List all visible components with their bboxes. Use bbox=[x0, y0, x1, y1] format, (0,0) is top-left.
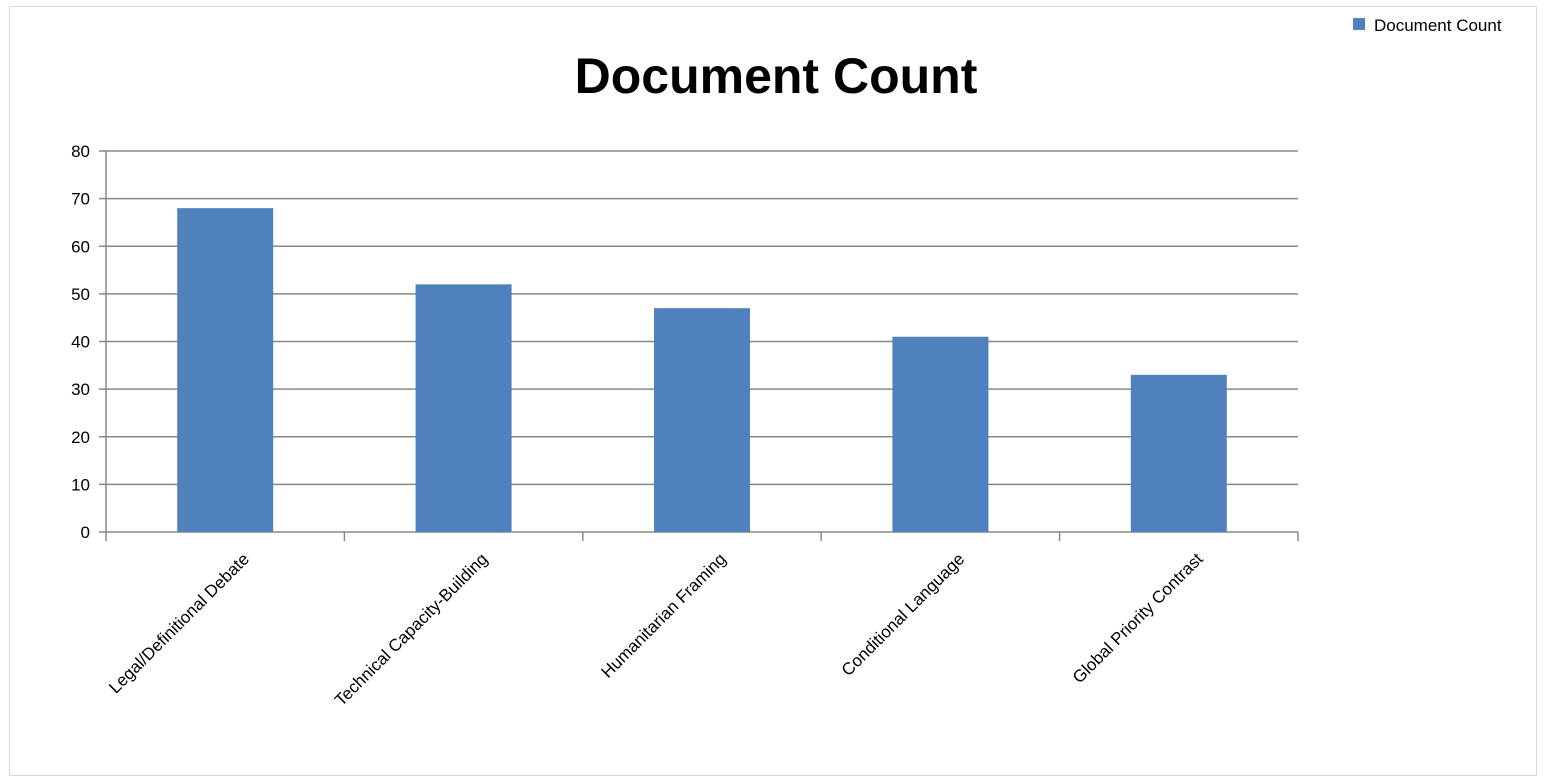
legend-swatch bbox=[1353, 18, 1365, 30]
y-tick-label: 20 bbox=[71, 428, 90, 447]
x-tick-labels: Legal/Definitional Debate Technical Capac… bbox=[105, 549, 1207, 710]
legend-label: Document Count bbox=[1374, 16, 1502, 35]
y-tick-label: 40 bbox=[71, 333, 90, 352]
bars bbox=[177, 208, 1227, 532]
y-tick-label: 60 bbox=[71, 237, 90, 256]
bar bbox=[654, 308, 750, 532]
bar bbox=[1130, 374, 1227, 532]
y-tick-label: 50 bbox=[71, 285, 90, 304]
y-tick-label: 80 bbox=[71, 142, 90, 161]
x-tick-label: Humanitarian Framing bbox=[597, 549, 729, 681]
x-tick-label: Legal/Definitional Debate bbox=[105, 549, 253, 697]
x-tick-label: Technical Capacity-Building bbox=[331, 549, 491, 709]
gridlines bbox=[106, 150, 1298, 486]
y-tick-label: 10 bbox=[71, 475, 90, 494]
y-tick-label: 30 bbox=[71, 380, 90, 399]
bar bbox=[177, 208, 274, 532]
y-tick-labels: 0 10 20 30 40 50 60 70 80 bbox=[71, 142, 90, 542]
y-tick-label: 70 bbox=[71, 190, 90, 209]
legend: Document Count bbox=[1353, 16, 1502, 35]
chart-title: Document Count bbox=[575, 48, 978, 104]
bar bbox=[892, 336, 989, 532]
x-tick-label: Conditional Language bbox=[838, 549, 968, 679]
x-tick-label: Global Priority Contrast bbox=[1069, 549, 1207, 687]
y-tick-label: 0 bbox=[81, 523, 90, 542]
bar bbox=[415, 284, 512, 532]
